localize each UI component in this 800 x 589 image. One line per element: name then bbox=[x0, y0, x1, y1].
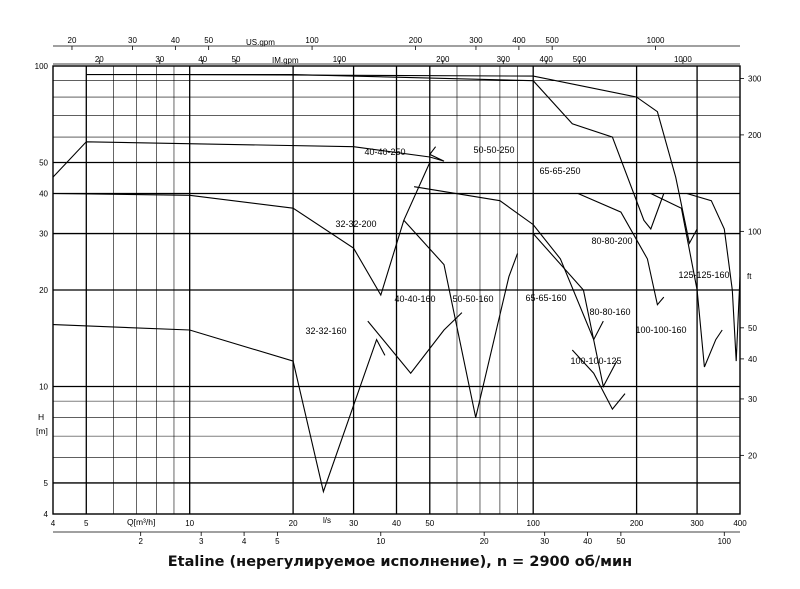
ft-tick-label: 200 bbox=[748, 131, 762, 140]
series-label-32-32-200: 32-32-200 bbox=[335, 219, 376, 229]
x-tick-label: 300 bbox=[690, 519, 704, 528]
series-label-100-100-125: 100-100-125 bbox=[570, 356, 621, 366]
ls-tick-label: 10 bbox=[376, 537, 385, 546]
x-tick-label: 100 bbox=[527, 519, 541, 528]
curve-40-40-160 bbox=[367, 312, 463, 375]
us-gpm-tick-label: 500 bbox=[545, 36, 559, 45]
ft-tick-label: 20 bbox=[748, 451, 757, 460]
ls-label: l/s bbox=[323, 516, 331, 525]
us-gpm-tick-label: 40 bbox=[171, 36, 180, 45]
ls-tick-label: 100 bbox=[718, 537, 732, 546]
x-tick-label: 10 bbox=[185, 519, 194, 528]
curve-100-100-160 bbox=[650, 193, 723, 368]
series-label-40-40-250: 40-40-250 bbox=[364, 147, 405, 157]
us-gpm-tick-label: 30 bbox=[128, 36, 137, 45]
us-gpm-label: US.gpm bbox=[246, 38, 275, 47]
tick-labels: 4 5 10 20 30 40 50 100 200 300 400 4 5 10 20 30 40 50 100 2… bbox=[35, 36, 762, 546]
pump-performance-chart: 4 5 10 20 30 40 50 100 200 300 400 4 5 10 20 30 40 50 100 2… bbox=[35, 36, 762, 546]
curve-80-80-160 bbox=[532, 233, 618, 389]
y-axis-label: H bbox=[38, 412, 44, 422]
x-tick-label: 5 bbox=[84, 519, 89, 528]
us-gpm-tick-label: 300 bbox=[469, 36, 483, 45]
curve-80-80-200 bbox=[577, 192, 665, 306]
x-tick-label: 30 bbox=[349, 519, 358, 528]
series-label-80-80-160: 80-80-160 bbox=[589, 307, 630, 317]
im-gpm-tick-label: 100 bbox=[333, 55, 347, 64]
series-label-50-50-160: 50-50-160 bbox=[452, 294, 493, 304]
us-gpm-tick-label: 50 bbox=[204, 36, 213, 45]
ls-tick-label: 40 bbox=[583, 537, 592, 546]
im-gpm-tick-label: 400 bbox=[540, 55, 554, 64]
im-gpm-tick-label: 1000 bbox=[674, 55, 692, 64]
us-gpm-tick-label: 20 bbox=[68, 36, 77, 45]
ls-tick-label: 20 bbox=[480, 537, 489, 546]
y-tick-label: 5 bbox=[44, 479, 49, 488]
ft-label: ft bbox=[747, 272, 752, 281]
ls-tick-label: 5 bbox=[275, 537, 280, 546]
y-tick-label: 30 bbox=[39, 230, 48, 239]
x-tick-label: 200 bbox=[630, 519, 644, 528]
im-gpm-tick-label: 40 bbox=[198, 55, 207, 64]
y-tick-label: 20 bbox=[39, 286, 48, 295]
ls-tick-label: 50 bbox=[616, 537, 625, 546]
curve-40-40-250 bbox=[52, 141, 445, 178]
x-tick-label: 4 bbox=[51, 519, 56, 528]
im-gpm-tick-label: 500 bbox=[573, 55, 587, 64]
x-tick-label: 20 bbox=[289, 519, 298, 528]
im-gpm-tick-label: 50 bbox=[232, 55, 241, 64]
pump-curves bbox=[52, 74, 741, 494]
ls-tick-label: 2 bbox=[138, 537, 143, 546]
curve-32-32-160 bbox=[52, 324, 386, 494]
us-gpm-tick-label: 400 bbox=[512, 36, 526, 45]
series-label-80-80-200: 80-80-200 bbox=[591, 236, 632, 246]
ls-tick-label: 3 bbox=[199, 537, 204, 546]
ft-tick-label: 30 bbox=[748, 395, 757, 404]
ft-tick-label: 40 bbox=[748, 355, 757, 364]
grid bbox=[52, 45, 744, 536]
us-gpm-tick-label: 100 bbox=[305, 36, 319, 45]
chart-caption: Etaline (нерегулируемое исполнение), n =… bbox=[167, 554, 633, 570]
series-label-50-50-250: 50-50-250 bbox=[473, 145, 514, 155]
us-gpm-tick-label: 200 bbox=[409, 36, 423, 45]
ls-tick-label: 30 bbox=[540, 537, 549, 546]
x-tick-label: 50 bbox=[425, 519, 434, 528]
series-label-100-100-160: 100-100-160 bbox=[635, 325, 686, 335]
us-gpm-tick-label: 1000 bbox=[647, 36, 665, 45]
ls-tick-label: 4 bbox=[242, 537, 247, 546]
y-tick-label: 40 bbox=[39, 190, 48, 199]
im-gpm-tick-label: 300 bbox=[497, 55, 511, 64]
curve-100-100-125 bbox=[571, 349, 626, 411]
y-tick-label: 4 bbox=[44, 510, 49, 519]
y-tick-label: 10 bbox=[39, 382, 48, 391]
series-label-40-40-160: 40-40-160 bbox=[394, 294, 435, 304]
ft-tick-label: 50 bbox=[748, 324, 757, 333]
x-axis-label: Q[m³/h] bbox=[127, 517, 155, 527]
x-tick-label: 40 bbox=[392, 519, 401, 528]
im-gpm-tick-label: 30 bbox=[155, 55, 164, 64]
im-gpm-tick-label: 20 bbox=[95, 55, 104, 64]
curve-65-65-250 bbox=[189, 74, 698, 245]
im-gpm-label: IM.gpm bbox=[272, 56, 299, 65]
series-label-125-125-160: 125-125-160 bbox=[678, 270, 729, 280]
series-label-65-65-160: 65-65-160 bbox=[525, 293, 566, 303]
curve-125-125-160 bbox=[686, 192, 741, 362]
curve-65-65-160 bbox=[414, 186, 604, 341]
x-tick-label: 400 bbox=[733, 519, 747, 528]
curve-50-50-160 bbox=[403, 219, 519, 418]
series-label-65-65-250: 65-65-250 bbox=[539, 166, 580, 176]
ft-tick-label: 300 bbox=[748, 74, 762, 83]
series-label-32-32-160: 32-32-160 bbox=[305, 326, 346, 336]
y-tick-label: 50 bbox=[39, 158, 48, 167]
ft-tick-label: 100 bbox=[748, 227, 762, 236]
series-labels: 32-32-160 32-32-200 40-40-160 40-40-250 50-5… bbox=[305, 145, 729, 366]
y-axis-unit: [m] bbox=[36, 426, 48, 436]
im-gpm-tick-label: 200 bbox=[436, 55, 450, 64]
y-tick-label: 100 bbox=[35, 62, 49, 71]
